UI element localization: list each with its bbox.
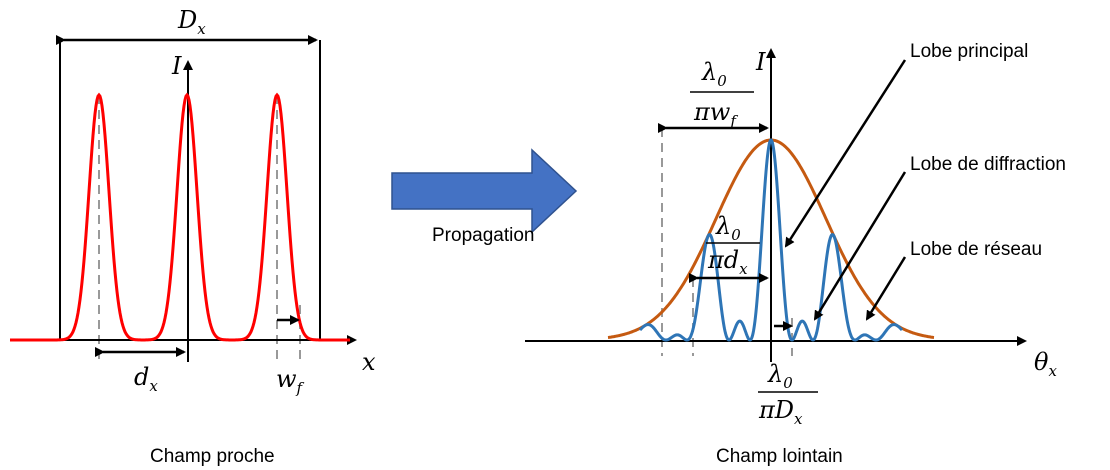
far-field-panel: θx I λ0 πwf λ0 πdx λ0 πDx Lobe pri <box>525 41 1066 467</box>
diffraction-lobe-pointer <box>813 171 907 321</box>
diffraction-lobe-label: Lobe de diffraction <box>910 154 1066 175</box>
svg-text:λ0: λ0 <box>701 58 727 90</box>
grating-spacing-fraction: λ0 πdx <box>706 212 760 278</box>
waist-label: wf <box>276 365 305 397</box>
near-field-panel: Dx x I dx wf Champ proche <box>10 6 376 467</box>
svg-text:πwf: πwf <box>693 98 738 130</box>
near-i-axis-label: I <box>171 52 182 80</box>
svg-text:λ0: λ0 <box>767 360 793 392</box>
propagation-label: Propagation <box>432 225 534 246</box>
svg-text:πdx: πdx <box>707 246 748 278</box>
near-x-axis-label: x <box>362 348 376 376</box>
propagation-arrow <box>391 148 578 234</box>
spacing-label: dx <box>134 363 158 395</box>
svg-text:πDx: πDx <box>758 396 803 428</box>
far-field-intensity-curve <box>638 138 904 342</box>
near-field-intensity-curve <box>10 92 350 342</box>
far-theta-axis-label: θx <box>1034 348 1057 380</box>
grating-lobe-pointer <box>865 256 907 321</box>
grating-lobe-label: Lobe de réseau <box>910 239 1042 260</box>
far-i-axis-label: I <box>755 48 766 76</box>
far-field-caption: Champ lointain <box>716 446 843 467</box>
main-lobe-pointer <box>784 59 907 248</box>
envelope-width-fraction: λ0 πwf <box>690 58 754 130</box>
near-field-caption: Champ proche <box>150 446 275 467</box>
aperture-width-label: Dx <box>177 6 206 38</box>
main-lobe-width-fraction: λ0 πDx <box>758 360 818 428</box>
propagation-arrow-group: Propagation <box>391 148 578 246</box>
main-lobe-label: Lobe principal <box>910 41 1028 62</box>
svg-text:λ0: λ0 <box>715 212 741 244</box>
